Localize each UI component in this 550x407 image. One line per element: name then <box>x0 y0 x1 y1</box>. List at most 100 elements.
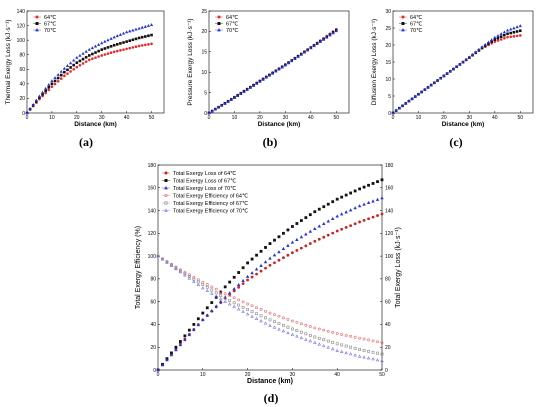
data-point <box>362 349 366 352</box>
data-point <box>308 339 313 343</box>
y-tick-label: 60 <box>19 67 25 73</box>
data-point <box>53 76 57 79</box>
data-point <box>315 42 319 45</box>
legend-entry: 67℃ <box>33 22 57 28</box>
data-point <box>187 328 191 332</box>
data-point <box>335 214 339 218</box>
data-point <box>125 40 128 43</box>
data-point <box>241 305 245 309</box>
data-point <box>91 57 94 61</box>
data-point <box>183 272 187 276</box>
y-tick-label: 0 <box>22 111 25 117</box>
data-point <box>286 330 290 335</box>
legend-label: 64℃ <box>44 15 57 21</box>
data-point <box>358 220 362 224</box>
data-point <box>464 57 468 61</box>
data-point <box>47 86 51 89</box>
data-point <box>187 333 192 337</box>
data-point <box>322 235 326 239</box>
x-axis-label: Distance (km) <box>258 121 301 128</box>
data-point <box>349 345 353 349</box>
data-point <box>277 322 281 325</box>
series-d-5 <box>156 254 384 356</box>
data-point <box>290 59 294 63</box>
data-point <box>331 347 335 351</box>
data-point <box>223 101 227 105</box>
data-point <box>205 288 209 292</box>
data-point <box>149 23 154 26</box>
x-tick-label: 20 <box>74 115 80 121</box>
data-point <box>499 32 503 36</box>
data-point <box>137 26 141 30</box>
x-tick-label: 40 <box>492 115 498 121</box>
data-point <box>286 318 290 321</box>
data-point <box>313 326 317 330</box>
data-point <box>322 205 326 209</box>
series-d-1 <box>156 212 384 372</box>
x-tick-label: 0 <box>157 372 160 378</box>
data-point <box>178 270 183 274</box>
x-axis-label: Distance (km) <box>74 121 117 128</box>
data-point <box>174 345 178 349</box>
legend-label: Total Exergy Efficiency of 70℃ <box>173 209 249 215</box>
series-d-3 <box>156 196 384 372</box>
legend-marker <box>164 194 168 198</box>
x-tick-label: 40 <box>334 372 340 378</box>
data-point <box>277 67 281 71</box>
data-point <box>400 104 405 108</box>
legend-marker <box>164 171 168 175</box>
data-point <box>205 313 209 317</box>
data-point <box>282 231 285 235</box>
data-point <box>493 35 497 39</box>
data-point <box>179 269 182 273</box>
data-point <box>146 23 151 27</box>
data-point <box>264 75 268 79</box>
data-point <box>187 273 191 277</box>
data-point <box>317 237 321 241</box>
right-y-tick-label: 160 <box>385 186 394 192</box>
data-point <box>201 280 205 284</box>
data-point <box>94 56 97 59</box>
data-point <box>174 266 178 271</box>
data-point <box>72 58 76 62</box>
data-point <box>282 316 285 320</box>
data-point <box>31 102 35 106</box>
y-tick-label: 20 <box>385 43 391 49</box>
x-axis-label: Distance (km) <box>247 378 293 385</box>
data-point <box>245 274 250 278</box>
data-point <box>229 98 233 101</box>
data-point <box>503 36 506 40</box>
data-point <box>205 285 209 289</box>
data-point <box>72 63 76 67</box>
data-point <box>435 78 440 82</box>
data-point <box>250 257 254 261</box>
data-point <box>404 101 408 105</box>
legend-entry: Total Exergy Efficiency of 64℃ <box>162 194 249 200</box>
data-point <box>505 28 510 32</box>
data-point <box>137 36 141 40</box>
chart-d: 0 10 20 30 40 50020406080100120140160180Dista… <box>135 163 402 405</box>
data-point <box>295 237 299 241</box>
y-tick-label: 80 <box>150 277 156 283</box>
data-point <box>128 29 132 33</box>
x-tick-label: 10 <box>416 115 422 121</box>
legend-label: 70℃ <box>44 28 57 34</box>
y-tick-label: 25 <box>201 9 207 15</box>
data-point <box>334 29 338 33</box>
data-point <box>483 42 487 46</box>
y-tick-label: 0 <box>388 111 391 117</box>
data-point <box>227 302 232 306</box>
data-point <box>210 109 214 113</box>
series-a-1 <box>25 42 153 115</box>
data-point <box>258 79 262 83</box>
data-point <box>268 242 272 245</box>
data-point <box>375 358 380 362</box>
data-point <box>78 63 82 67</box>
data-point <box>344 193 348 197</box>
data-point <box>486 40 491 44</box>
data-point <box>353 346 357 350</box>
chart-a: 0 10 20 30 40 50 0 20 40 60 80 100 120 140 Distance (k… <box>5 9 165 149</box>
data-point <box>228 294 232 298</box>
data-point <box>353 189 357 193</box>
